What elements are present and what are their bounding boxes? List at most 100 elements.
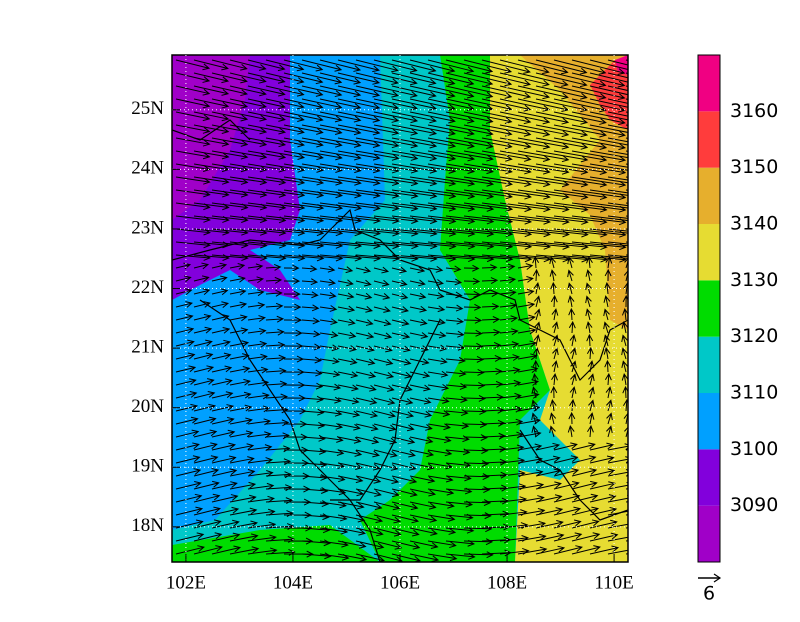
wind-arrow	[567, 256, 574, 269]
wind-arrow	[625, 137, 628, 139]
wind-arrow	[301, 408, 325, 416]
wind-arrow	[553, 59, 607, 75]
wind-arrow	[229, 72, 267, 84]
wind-arrow	[535, 481, 562, 490]
wind-arrow	[373, 332, 393, 340]
wind-arrow	[517, 124, 570, 138]
wind-arrow	[373, 514, 402, 524]
wind-arrow	[175, 352, 196, 360]
wind-arrow	[481, 124, 532, 137]
wind-arrow	[499, 98, 551, 112]
wind-arrow	[319, 59, 362, 72]
wind-arrow	[409, 332, 429, 339]
wind-arrow	[283, 329, 303, 337]
wind-arrow	[355, 449, 380, 458]
wind-arrow	[301, 552, 332, 560]
wind-arrow	[604, 268, 612, 282]
wind-arrow	[247, 470, 274, 477]
wind-arrow	[337, 279, 354, 287]
colorbar-box	[698, 280, 720, 337]
wind-arrow	[211, 352, 232, 360]
wind-arrow	[409, 150, 457, 162]
wind-arrow	[337, 150, 381, 161]
wind-arrow	[607, 481, 628, 490]
wind-arrow	[373, 384, 395, 392]
wind-arrow	[193, 137, 230, 147]
wind-arrow	[211, 391, 234, 399]
wind-arrow	[567, 425, 575, 438]
wind-arrow	[571, 468, 598, 477]
wind-arrow	[175, 59, 211, 71]
wind-arrow	[463, 59, 513, 74]
wind-arrow	[463, 316, 483, 324]
wind-arrow	[427, 410, 451, 417]
wind-arrow	[265, 263, 282, 271]
wind-arrow	[481, 137, 532, 150]
wind-arrow	[553, 111, 607, 125]
wind-arrow	[463, 525, 493, 533]
wind-arrow	[463, 355, 485, 363]
wind-arrow	[589, 72, 628, 83]
wind-arrow	[247, 444, 273, 452]
wind-arrow	[229, 327, 249, 335]
wind-arrow	[193, 480, 220, 490]
wind-arrow	[551, 360, 559, 373]
wind-arrow	[499, 328, 519, 336]
wind-arrow	[427, 150, 476, 162]
wind-arrow	[373, 488, 400, 498]
wind-arrow	[603, 334, 611, 347]
wind-arrow	[229, 378, 251, 386]
x-tick-label: 110E	[594, 572, 633, 593]
wind-arrow	[499, 72, 550, 87]
wind-arrow	[588, 399, 595, 412]
wind-arrow	[589, 150, 628, 159]
wind-arrow	[301, 137, 343, 148]
filled-contours	[172, 55, 628, 562]
wind-arrow	[445, 150, 494, 162]
wind-arrow	[247, 327, 267, 335]
wind-arrow	[568, 320, 576, 334]
wind-arrow	[409, 501, 437, 510]
wind-arrow	[409, 514, 438, 523]
wind-arrow	[175, 378, 197, 386]
wind-arrow	[551, 372, 558, 386]
wind-arrow	[553, 532, 583, 542]
wind-arrow	[355, 462, 381, 471]
wind-arrow	[373, 319, 392, 327]
wind-arrow	[571, 59, 626, 75]
wind-arrow	[247, 353, 268, 361]
wind-arrow	[550, 385, 558, 399]
wind-arrow	[193, 545, 223, 555]
wind-arrow	[391, 279, 408, 287]
wind-arrow	[427, 176, 476, 187]
wind-arrow	[481, 72, 532, 87]
wind-arrow	[625, 475, 628, 477]
wind-arrow	[373, 279, 390, 287]
wind-arrow	[517, 546, 548, 555]
wind-arrow	[531, 386, 539, 399]
wind-arrow	[265, 124, 305, 135]
wind-arrow	[355, 501, 383, 511]
wind-arrow	[589, 85, 628, 96]
wind-arrow	[247, 189, 287, 198]
wind-arrow	[175, 442, 200, 451]
wind-arrow	[247, 379, 270, 387]
wind-arrow	[463, 381, 486, 389]
wind-arrow	[265, 85, 305, 97]
wind-arrow	[229, 391, 252, 399]
colorbar-label: 3120	[730, 325, 778, 347]
wind-arrow	[301, 513, 330, 521]
wind-arrow	[587, 360, 595, 373]
wind-arrow	[391, 475, 418, 484]
wind-arrow	[355, 279, 372, 287]
wind-arrow	[625, 124, 628, 126]
wind-arrow	[247, 405, 271, 413]
wind-arrow	[517, 72, 569, 87]
wind-arrow	[265, 419, 290, 427]
wind-arrow	[175, 506, 204, 516]
colorbar-label: 3140	[730, 213, 778, 235]
wind-arrow	[265, 289, 283, 297]
wind-arrow	[391, 332, 411, 340]
wind-arrow	[211, 545, 242, 555]
wind-arrow	[535, 468, 562, 477]
